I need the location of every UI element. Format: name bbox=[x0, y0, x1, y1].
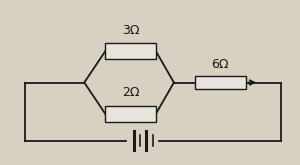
Text: 3Ω: 3Ω bbox=[122, 24, 139, 37]
Bar bbox=[195, 76, 246, 89]
Bar bbox=[105, 43, 156, 59]
Bar bbox=[105, 106, 156, 122]
Text: 2Ω: 2Ω bbox=[122, 86, 139, 99]
Text: 6Ω: 6Ω bbox=[212, 58, 229, 71]
